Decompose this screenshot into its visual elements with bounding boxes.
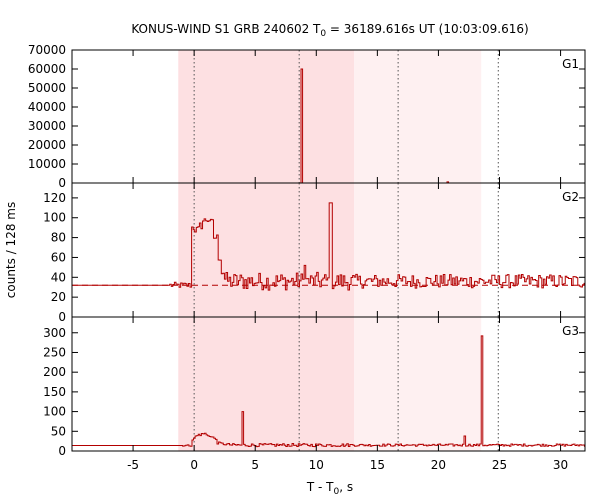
y-axis-label: counts / 128 ms	[4, 202, 18, 298]
y-tick-label: 70000	[28, 43, 66, 57]
x-tick-label: -5	[127, 458, 139, 472]
x-tick-label: 25	[492, 458, 507, 472]
y-tick-label: 250	[43, 345, 66, 359]
x-tick-label: 5	[251, 458, 259, 472]
y-tick-label: 120	[43, 191, 66, 205]
panel-g3: 50 100 150 200 250 300 0 G3	[43, 316, 586, 458]
panel-label: G2	[562, 190, 579, 204]
x-tick-label: 10	[309, 458, 324, 472]
y-tick-label: 40	[51, 270, 66, 284]
panel-label: G3	[562, 324, 579, 338]
x-tick-label: 0	[190, 458, 198, 472]
shaded-interval-1	[354, 50, 482, 451]
y-tick-label: 0	[58, 176, 66, 190]
chart-title: KONUS-WIND S1 GRB 240602 T0 = 36189.616s…	[131, 22, 528, 39]
y-tick-label: 60	[51, 250, 66, 264]
y-tick-label: 100	[43, 211, 66, 225]
y-tick-label: 40000	[28, 100, 66, 114]
panel-label: G1	[562, 57, 579, 71]
panel-frame	[71, 316, 586, 452]
x-tick-label: 30	[553, 458, 568, 472]
plot-area: 010000200003000040000500006000070000G120…	[28, 43, 586, 472]
y-tick-label: 10000	[28, 157, 66, 171]
y-tick-label: 0	[58, 444, 66, 458]
x-tick-label: 15	[370, 458, 385, 472]
y-tick-label: 150	[43, 385, 66, 399]
light-curve-g3	[72, 335, 585, 448]
y-tick-label: 20	[51, 290, 66, 304]
x-axis-label: T - T0, s	[306, 480, 353, 497]
y-tick-label: 0	[58, 310, 66, 324]
y-tick-label: 50	[51, 424, 66, 438]
y-tick-label: 80	[51, 231, 66, 245]
y-tick-label: 30000	[28, 119, 66, 133]
light-curve-g2	[72, 202, 585, 291]
y-tick-label: 100	[43, 405, 66, 419]
y-tick-label: 50000	[28, 81, 66, 95]
y-tick-label: 300	[43, 326, 66, 340]
shaded-interval-0	[178, 50, 355, 451]
y-tick-label: 200	[43, 365, 66, 379]
x-tick-label: 20	[431, 458, 446, 472]
y-tick-label: 60000	[28, 62, 66, 76]
y-tick-label: 20000	[28, 138, 66, 152]
